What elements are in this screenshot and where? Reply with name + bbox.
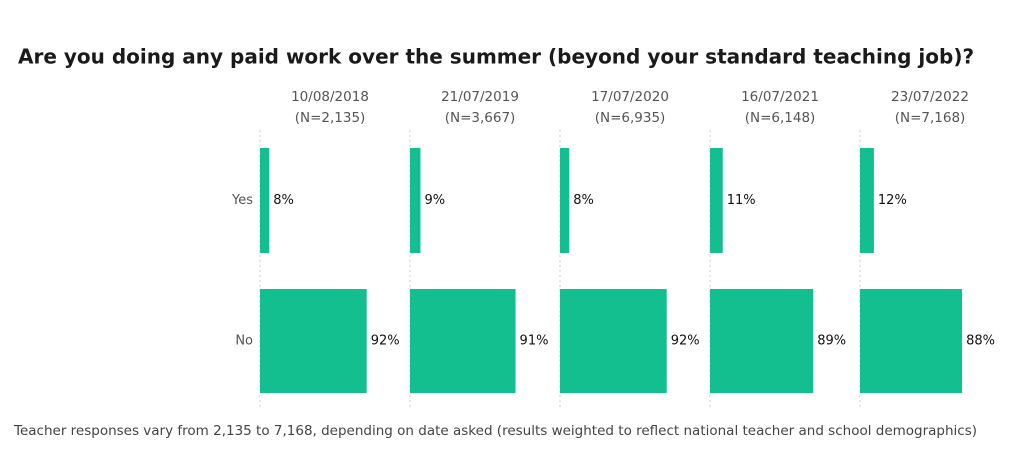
value-label: 92% bbox=[371, 334, 400, 349]
panel-title: 23/07/2022 bbox=[891, 89, 969, 105]
panel-subtitle: (N=6,935) bbox=[595, 110, 666, 126]
value-label: 91% bbox=[520, 334, 549, 349]
panel-title: 21/07/2019 bbox=[441, 89, 519, 105]
value-label: 12% bbox=[878, 193, 907, 208]
panel-title: 17/07/2020 bbox=[591, 89, 669, 105]
value-label: 8% bbox=[273, 193, 294, 208]
value-label: 92% bbox=[671, 334, 700, 349]
bar bbox=[410, 289, 516, 393]
panel-title: 16/07/2021 bbox=[741, 89, 819, 105]
value-label: 11% bbox=[727, 193, 756, 208]
value-label: 9% bbox=[424, 193, 445, 208]
panel-subtitle: (N=2,135) bbox=[295, 110, 366, 126]
panel-subtitle: (N=3,667) bbox=[445, 110, 516, 126]
panel-subtitle: (N=7,168) bbox=[895, 110, 966, 126]
value-label: 89% bbox=[817, 334, 846, 349]
bar bbox=[710, 289, 814, 393]
value-label: 8% bbox=[573, 193, 594, 208]
bar bbox=[410, 148, 421, 253]
bar bbox=[260, 289, 367, 393]
bar bbox=[710, 148, 723, 253]
bar bbox=[860, 148, 874, 253]
value-label: 88% bbox=[966, 334, 995, 349]
bar bbox=[560, 148, 570, 253]
bar bbox=[860, 289, 963, 393]
category-label: No bbox=[235, 334, 253, 349]
bar bbox=[560, 289, 667, 393]
category-label: Yes bbox=[231, 193, 253, 208]
panel-subtitle: (N=6,148) bbox=[745, 110, 816, 126]
bar bbox=[260, 148, 270, 253]
panel-title: 10/08/2018 bbox=[291, 89, 369, 105]
chart-title: Are you doing any paid work over the sum… bbox=[18, 45, 974, 69]
footnote: Teacher responses vary from 2,135 to 7,1… bbox=[13, 423, 977, 439]
